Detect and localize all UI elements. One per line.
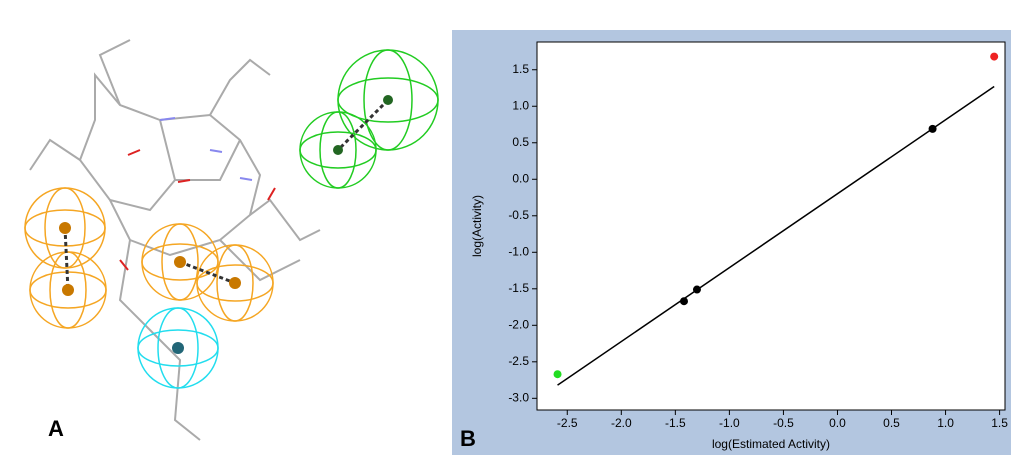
y-tick-label: 1.5 <box>512 62 529 76</box>
y-tick-label: -3.0 <box>508 390 529 404</box>
point <box>990 53 998 61</box>
x-tick-label: -0.5 <box>773 416 794 430</box>
y-tick-label: -2.5 <box>508 354 529 368</box>
y-tick-label: -1.5 <box>508 281 529 295</box>
x-tick-label: 1.5 <box>991 416 1008 430</box>
y-tick-label: 1.0 <box>512 98 529 112</box>
x-tick-label: -2.0 <box>611 416 632 430</box>
y-axis-label: log(Activity) <box>470 195 484 257</box>
figure: A B log(Estimated Activity) log(Activity… <box>0 0 1011 455</box>
x-tick-label: -2.5 <box>557 416 578 430</box>
panel-label: A <box>48 416 64 441</box>
plot-area <box>537 42 1005 410</box>
point <box>929 125 937 133</box>
x-tick-label: -1.0 <box>719 416 740 430</box>
x-tick-label: -1.5 <box>665 416 686 430</box>
x-tick-label: 0.0 <box>829 416 846 430</box>
molecule-render <box>25 40 438 440</box>
x-axis-label: log(Estimated Activity) <box>712 437 830 451</box>
x-tick-label: 0.5 <box>883 416 900 430</box>
y-tick-label: -2.0 <box>508 317 529 331</box>
y-tick-label: -1.0 <box>508 244 529 258</box>
y-tick-label: -0.5 <box>508 208 529 222</box>
y-tick-label: 0.5 <box>512 135 529 149</box>
x-tick-label: 1.0 <box>937 416 954 430</box>
y-tick-label: 0.0 <box>512 171 529 185</box>
panel-label: B <box>460 426 476 451</box>
point <box>554 370 562 378</box>
point <box>680 297 688 305</box>
point <box>693 286 701 294</box>
